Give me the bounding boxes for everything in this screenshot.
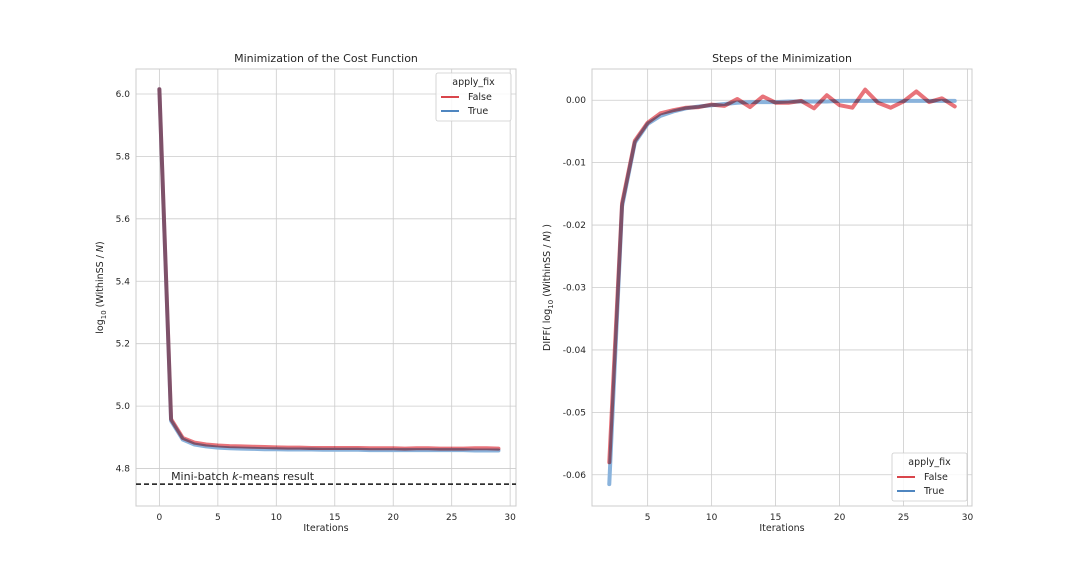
annotation-label: Mini-batch k-means result [171,470,315,483]
axes-frame [591,68,973,507]
series-line-false [607,87,957,465]
y-tick-label: 5.0 [116,402,131,412]
y-tick-label: -0.01 [563,159,586,169]
legend-box [435,72,512,122]
legend-label-false: False [924,472,948,483]
x-axis-label: Iterations [759,523,804,534]
y-tick-label: 4.8 [116,465,131,475]
x-tick-label: 5 [645,513,651,523]
chart-panel-cost-function: 0 5 10 15 20 25 30 4.8 5.0 5.2 5.4 5.6 5.8 6.0 Mini-ba… [95,52,517,534]
legend: apply_fix False True [891,452,968,502]
legend-title: apply_fix [452,77,495,88]
y-tick-label: 5.8 [116,152,131,162]
x-tick-label: 20 [388,513,400,523]
x-tick-label: 20 [834,513,846,523]
x-tick-label: 5 [215,513,221,523]
y-tick-label: -0.05 [563,408,586,418]
y-tick-label: -0.03 [563,284,586,294]
legend-label-false: False [468,92,492,103]
y-tick-label: 0.00 [566,96,586,106]
x-tick-label: 10 [271,513,283,523]
y-tick-label: -0.02 [563,221,586,231]
legend-box [891,452,968,502]
x-tick-label: 25 [446,513,457,523]
x-tick-label: 10 [706,513,718,523]
x-tick-label: 15 [770,513,781,523]
y-tick-label: 5.2 [116,340,130,350]
y-axis-label: log10 (WithinSS / N) [95,241,108,334]
x-tick-label: 0 [157,513,163,523]
chart-panel-minimization-steps: 5 10 15 20 25 30 -0.06 -0.05 -0.04 -0.03 -0.02 -0.0… [542,52,974,534]
chart-title: Steps of the Minimization [712,52,852,65]
x-axis-label: Iterations [303,523,348,534]
x-tick-label: 30 [504,513,516,523]
legend-label-true: True [467,106,488,117]
legend: apply_fix False True [435,72,512,122]
chart-title: Minimization of the Cost Function [234,52,418,65]
y-axis-label: DIFF( log10 (WithinSS / N) ) [542,224,555,351]
y-tick-label: -0.04 [563,346,587,356]
plot-area [136,69,516,506]
x-tick-label: 25 [898,513,909,523]
legend-title: apply_fix [908,457,951,468]
x-tick-label: 30 [962,513,974,523]
y-tick-label: 6.0 [116,90,131,100]
y-tick-label: 5.6 [116,215,131,225]
series-line-false [157,87,501,451]
axes-frame [135,68,517,507]
y-tick-label: -0.06 [563,471,587,481]
legend-label-true: True [923,486,944,497]
x-tick-label: 15 [329,513,340,523]
y-tick-label: 5.4 [116,277,131,287]
